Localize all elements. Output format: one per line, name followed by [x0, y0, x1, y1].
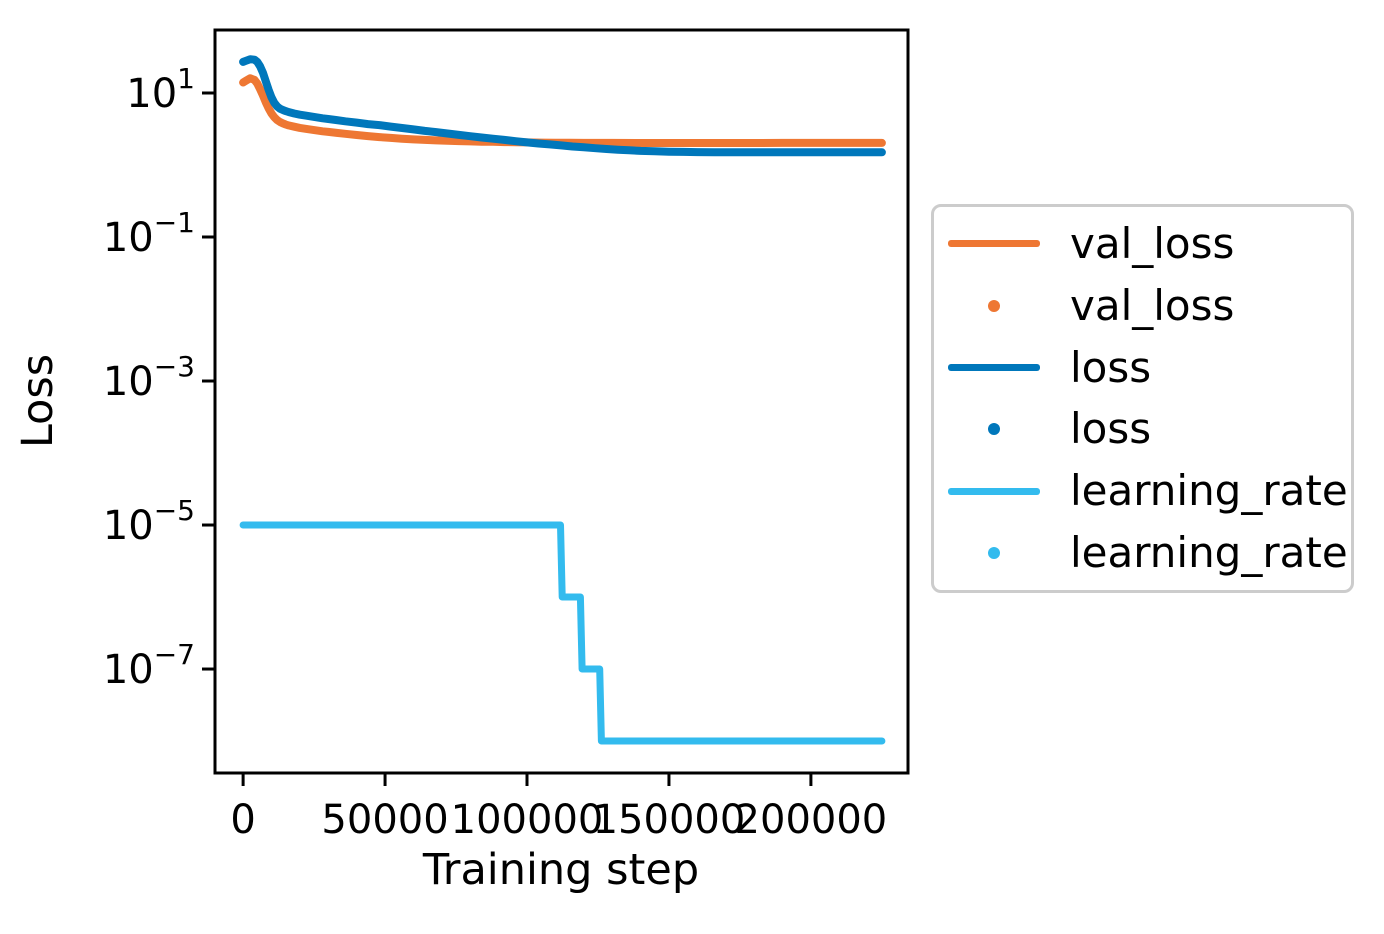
plot-border: [213, 28, 910, 775]
x-tick-label: 150000: [593, 797, 746, 843]
series-line-loss: [239, 55, 886, 157]
legend-label: val_loss: [1070, 280, 1235, 330]
legend-dot-swatch-icon: [948, 547, 1040, 560]
legend-line-swatch-icon: [948, 240, 1040, 248]
y-tick-label: 10−5: [103, 494, 195, 549]
dot-marker-icon: [988, 299, 1000, 312]
legend-item: learning_rate: [934, 462, 1351, 520]
legend-label: val_loss: [1070, 218, 1235, 268]
y-tick-label: 10−7: [103, 638, 195, 693]
y-tick-label: 101: [126, 62, 195, 117]
x-tick-label: 50000: [321, 797, 448, 843]
legend-label: loss: [1070, 404, 1152, 454]
legend-dot-swatch-icon: [948, 299, 1040, 312]
legend-label: learning_rate: [1070, 466, 1348, 516]
y-tick-label: 10−1: [103, 206, 195, 261]
legend-item: loss: [934, 339, 1351, 397]
x-axis-label: Training step: [422, 845, 699, 895]
dot-marker-icon: [988, 547, 1000, 560]
series-layer: [239, 55, 886, 745]
legend-label: loss: [1070, 342, 1152, 392]
x-tick-label: 200000: [735, 797, 888, 843]
line-marker-icon: [948, 487, 1040, 495]
line-marker-icon: [948, 240, 1040, 248]
legend-line-swatch-icon: [948, 487, 1040, 495]
line-marker-icon: [948, 364, 1040, 372]
dot-marker-icon: [988, 423, 1000, 436]
legend-dot-swatch-icon: [948, 423, 1040, 436]
legend-item: loss: [934, 400, 1351, 458]
series-line-learning_rate: [239, 521, 886, 745]
legend: val_loss val_loss loss loss learning_rate lea…: [931, 204, 1354, 593]
x-tick-label: 0: [230, 797, 255, 843]
legend-item: learning_rate: [934, 524, 1351, 582]
legend-line-swatch-icon: [948, 364, 1040, 372]
y-tick-label: 10−3: [103, 350, 195, 405]
series-line-val_loss: [239, 74, 886, 147]
legend-label: learning_rate: [1070, 528, 1348, 578]
x-tick-label: 100000: [451, 797, 604, 843]
legend-item: val_loss: [934, 277, 1351, 335]
legend-item: val_loss: [934, 215, 1351, 273]
y-axis-label: Loss: [13, 354, 63, 448]
